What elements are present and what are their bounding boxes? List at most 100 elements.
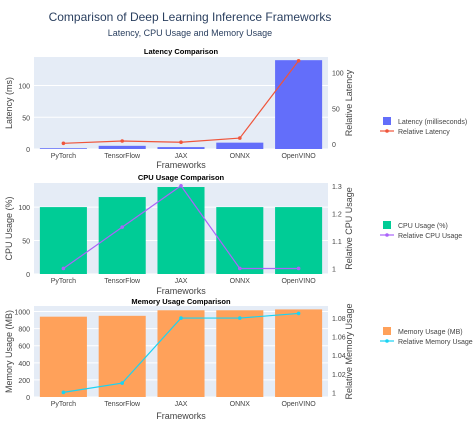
legend: Memory Usage (MB) Relative Memory Usage <box>380 327 473 346</box>
x-axis-label: Frameworks <box>156 160 206 170</box>
x-tick-label: ONNX <box>230 278 251 285</box>
y-tick-label: 100 <box>18 84 30 91</box>
line-point[interactable] <box>61 141 66 146</box>
y-right-tick-label: 1 <box>332 266 336 273</box>
line-point[interactable] <box>238 266 242 271</box>
y-right-tick-label: 1.3 <box>332 184 342 191</box>
y-right-axis-label: Relative CPU Usage <box>344 187 354 270</box>
line-point[interactable] <box>296 58 301 63</box>
x-tick-label: PyTorch <box>51 153 76 160</box>
legend-swatch[interactable] <box>383 327 391 335</box>
legend-label[interactable]: Relative Latency <box>398 129 450 136</box>
y-axis-label: Latency (ms) <box>4 77 14 129</box>
x-tick-label: OpenVINO <box>281 278 316 285</box>
bar[interactable] <box>275 309 323 397</box>
chart-panel-1: 0 50 100 0 50 100 Latency Comparison Frameworks… <box>4 47 467 170</box>
x-tick-label: TensorFlow <box>104 278 141 285</box>
line-point[interactable] <box>61 266 66 271</box>
y-tick-label: 0 <box>26 272 30 279</box>
x-tick-label: PyTorch <box>51 278 76 285</box>
line-point[interactable] <box>120 139 124 143</box>
y-tick-label: 600 <box>18 344 30 351</box>
line-point[interactable] <box>179 183 183 188</box>
line-point[interactable] <box>179 316 183 320</box>
legend: CPU Usage (%) Relative CPU Usage <box>380 221 462 240</box>
y-right-tick-label: 1.06 <box>332 335 346 342</box>
y-right-axis-label: Relative Latency <box>344 69 354 136</box>
bar[interactable] <box>157 310 205 397</box>
bar[interactable] <box>157 147 205 149</box>
x-tick-label: TensorFlow <box>104 153 141 160</box>
bar[interactable] <box>98 145 146 149</box>
legend-swatch[interactable] <box>383 117 391 125</box>
x-tick-label: ONNX <box>230 153 251 160</box>
legend-label[interactable]: Memory Usage (MB) <box>398 329 463 336</box>
line-point[interactable] <box>296 311 301 316</box>
figure-title: Comparison of Deep Learning Inference Fr… <box>49 10 332 24</box>
x-tick-label: OpenVINO <box>281 401 316 408</box>
x-axis-label: Frameworks <box>156 411 206 421</box>
legend-marker <box>385 339 389 343</box>
legend-label[interactable]: Relative CPU Usage <box>398 233 462 240</box>
chart-panel-2: 0 50 100 1 1.1 1.2 1.3 CPU Usage Comparison Fram… <box>4 173 462 296</box>
x-tick-label: TensorFlow <box>104 401 141 408</box>
line-point[interactable] <box>238 136 242 140</box>
y-right-axis-label: Relative Memory Usage <box>344 303 354 399</box>
y-tick-label: 50 <box>22 115 30 122</box>
line-point[interactable] <box>296 266 301 271</box>
subplot-title: CPU Usage Comparison <box>138 173 225 182</box>
y-right-tick-label: 50 <box>332 106 340 113</box>
y-axis-label: Memory Usage (MB) <box>4 310 14 393</box>
y-right-tick-label: 1.02 <box>332 372 346 379</box>
bar[interactable] <box>275 60 323 150</box>
subplot-title: Latency Comparison <box>144 47 219 56</box>
y-tick-label: 100 <box>18 205 30 212</box>
y-right-tick-label: 1 <box>332 390 336 397</box>
y-tick-label: 400 <box>18 361 30 368</box>
bar[interactable] <box>157 187 205 274</box>
bar[interactable] <box>39 207 87 274</box>
y-right-tick-label: 1.1 <box>332 239 342 246</box>
y-right-tick-label: 1.2 <box>332 211 342 218</box>
bar[interactable] <box>39 148 87 149</box>
y-tick-label: 0 <box>26 147 30 154</box>
y-axis-label: CPU Usage (%) <box>4 196 14 260</box>
x-tick-label: OpenVINO <box>281 153 316 160</box>
bar[interactable] <box>216 142 264 149</box>
line-point[interactable] <box>61 390 66 395</box>
line-point[interactable] <box>238 316 242 320</box>
y-tick-label: 50 <box>22 239 30 246</box>
bar[interactable] <box>216 310 264 397</box>
bar[interactable] <box>98 197 146 274</box>
subplot-title: Memory Usage Comparison <box>131 297 231 306</box>
legend-marker <box>385 233 389 237</box>
legend-swatch[interactable] <box>383 221 391 229</box>
figure-subtitle: Latency, CPU Usage and Memory Usage <box>108 28 272 38</box>
y-right-tick-label: 100 <box>332 71 344 78</box>
y-tick-label: 800 <box>18 327 30 334</box>
legend: Latency (milliseconds) Relative Latency <box>380 117 467 136</box>
x-axis-label: Frameworks <box>156 286 206 296</box>
x-tick-label: PyTorch <box>51 401 76 408</box>
bar[interactable] <box>216 207 264 274</box>
x-tick-label: JAX <box>175 153 188 160</box>
line-point[interactable] <box>120 381 124 385</box>
x-tick-label: ONNX <box>230 401 251 408</box>
bar[interactable] <box>275 207 323 274</box>
legend-label[interactable]: Latency (milliseconds) <box>398 119 467 126</box>
x-tick-label: JAX <box>175 401 188 408</box>
chart-panel-3: 0 200 400 600 800 1000 1 1.02 1.04 1.06 1.08 Memory… <box>4 297 473 421</box>
y-tick-label: 1000 <box>14 310 30 317</box>
y-tick-label: 0 <box>26 395 30 402</box>
line-point[interactable] <box>179 140 183 145</box>
legend-label[interactable]: Relative Memory Usage <box>398 339 473 346</box>
line-point[interactable] <box>120 225 124 229</box>
legend-label[interactable]: CPU Usage (%) <box>398 223 448 230</box>
legend-marker <box>385 129 389 133</box>
bar[interactable] <box>39 316 87 397</box>
y-right-tick-label: 1.04 <box>332 353 346 360</box>
y-right-tick-label: 1.08 <box>332 316 346 323</box>
y-tick-label: 200 <box>18 378 30 385</box>
